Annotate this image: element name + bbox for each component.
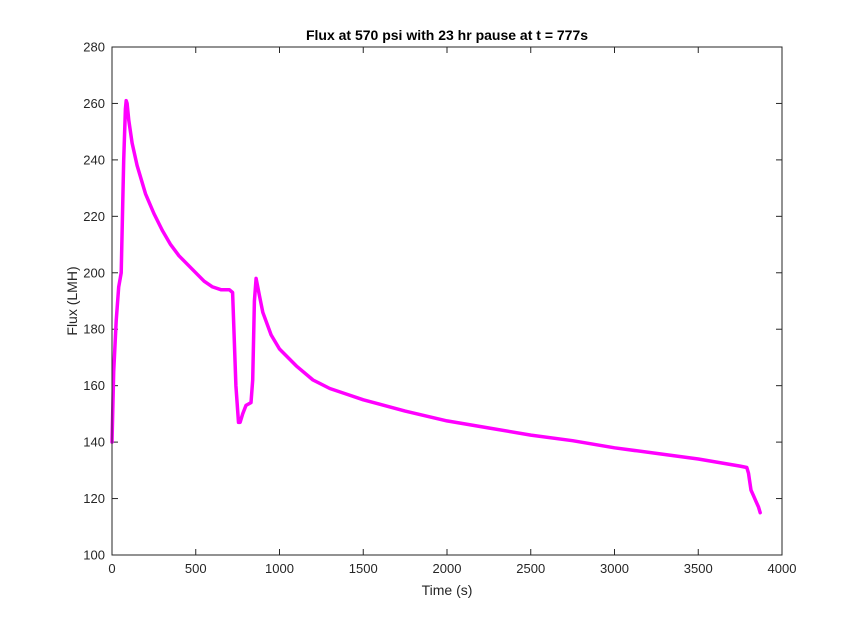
x-tick-label: 1000 — [265, 561, 294, 576]
chart-title: Flux at 570 psi with 23 hr pause at t = … — [306, 27, 588, 43]
y-tick-label: 200 — [83, 265, 105, 280]
y-tick-label: 240 — [83, 152, 105, 167]
y-tick-label: 160 — [83, 378, 105, 393]
x-tick-label: 3000 — [600, 561, 629, 576]
x-tick-label: 500 — [185, 561, 207, 576]
x-axis-label: Time (s) — [422, 582, 473, 598]
x-tick-label: 2500 — [516, 561, 545, 576]
y-tick-label: 220 — [83, 209, 105, 224]
y-axis-label: Flux (LMH) — [64, 266, 80, 335]
y-tick-label: 120 — [83, 491, 105, 506]
y-tick-label: 140 — [83, 435, 105, 450]
ticks-layer: 0 500 1000 1500 2000 2500 3000 3500 4000 100 120 14… — [83, 40, 796, 577]
y-tick-label: 180 — [83, 322, 105, 337]
x-tick-label: 2000 — [433, 561, 462, 576]
x-tick-label: 3500 — [684, 561, 713, 576]
flux-series-line — [110, 98, 762, 515]
y-tick-label: 280 — [83, 40, 105, 55]
series-layer — [110, 98, 762, 515]
plot-area — [112, 47, 782, 555]
x-tick-label: 1500 — [349, 561, 378, 576]
y-tick-label: 100 — [83, 548, 105, 563]
x-tick-label: 4000 — [768, 561, 797, 576]
plot-frame — [111, 46, 783, 556]
x-tick-label: 0 — [108, 561, 115, 576]
y-tick-label: 260 — [83, 96, 105, 111]
